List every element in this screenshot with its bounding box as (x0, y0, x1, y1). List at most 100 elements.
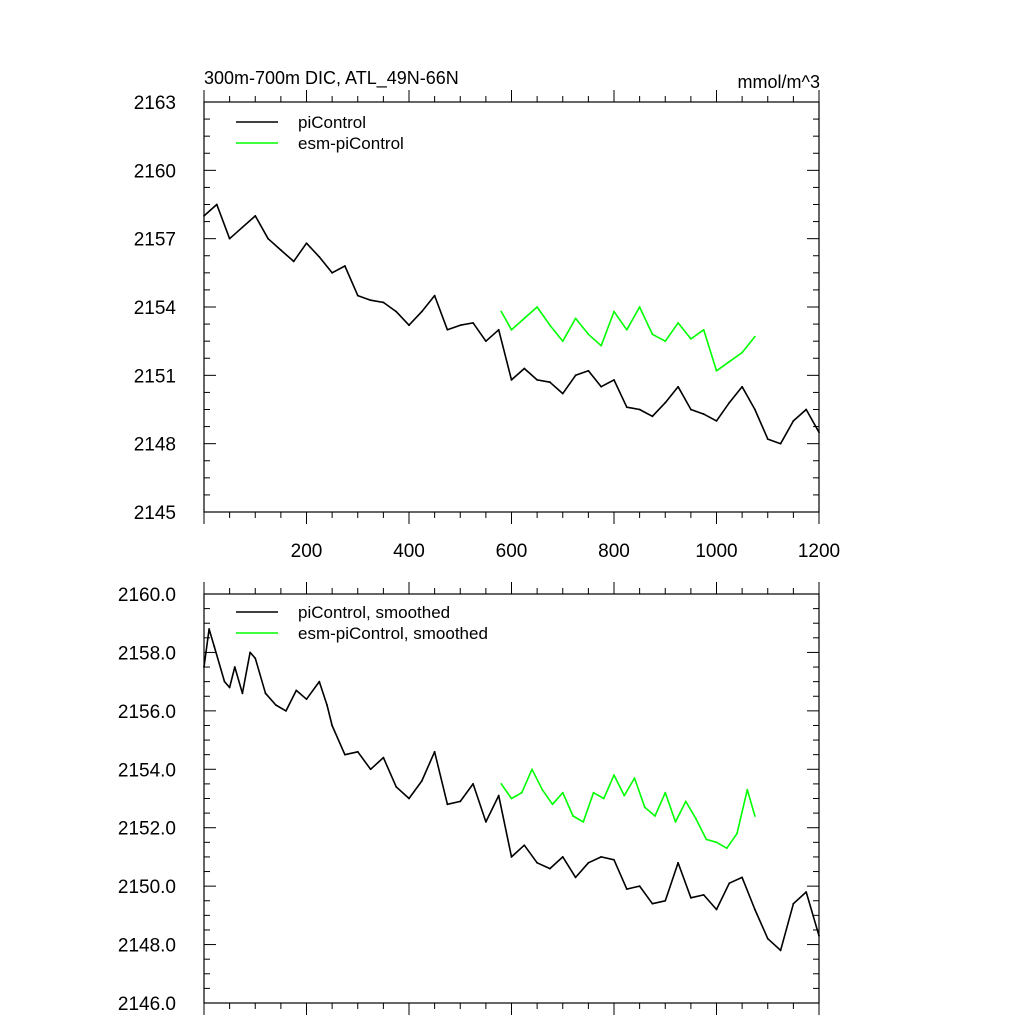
data-point (292, 260, 295, 263)
data-point (779, 949, 782, 952)
bottom-panel: 2146.0 2148.0 2150.0 2152.0 2154.0 2156.0 2158… (118, 582, 820, 1015)
data-point (754, 335, 756, 338)
data-point (582, 820, 585, 823)
data-point (754, 908, 756, 911)
data-point (318, 680, 321, 683)
data-point (625, 328, 628, 331)
y-tick-label: 2156.0 (118, 702, 176, 723)
y-tick-label: 2150.0 (118, 877, 176, 898)
y-tick-label: 2160 (134, 161, 176, 182)
data-point (382, 756, 385, 759)
data-point (600, 385, 603, 388)
data-point (536, 378, 539, 381)
series-line-esm-picontrol (500, 768, 756, 850)
data-point (728, 882, 731, 885)
data-point (369, 299, 372, 302)
x-tick-label: 400 (393, 541, 425, 562)
data-point (638, 306, 641, 308)
data-point (792, 902, 795, 905)
data-point (715, 369, 718, 372)
y-tick-label: 2154 (134, 298, 177, 319)
data-point (531, 768, 533, 771)
data-point (420, 780, 423, 782)
data-point (643, 806, 646, 809)
data-point (818, 431, 820, 434)
data-point (510, 797, 513, 800)
data-point (779, 442, 782, 445)
data-point (623, 794, 626, 797)
y-tick-label: 2151 (134, 366, 176, 387)
data-point (408, 797, 410, 800)
data-point (420, 310, 423, 313)
data-point (651, 902, 654, 905)
data-point (395, 310, 398, 313)
chart-title: 300m-700m DIC, ATL_49N-66N (204, 68, 459, 89)
data-point (497, 794, 500, 797)
data-point (715, 419, 718, 422)
plot-frame (203, 101, 820, 513)
data-point (746, 788, 749, 791)
y-tick-label: 2146.0 (118, 994, 176, 1015)
data-point (741, 351, 744, 354)
data-point (574, 317, 577, 320)
y-tick-label: 2163 (134, 93, 176, 114)
y-tick-label: 2148.0 (118, 936, 176, 957)
data-point (305, 242, 308, 245)
data-point (228, 237, 231, 240)
data-point (677, 861, 679, 864)
data-point (792, 419, 795, 422)
data-point (684, 800, 687, 803)
data-point (664, 340, 667, 343)
data-point (754, 408, 756, 411)
data-point (433, 294, 436, 297)
series-line-picontrol (203, 203, 820, 445)
data-point (736, 832, 738, 835)
x-tick-label: 1000 (695, 541, 737, 562)
data-point (549, 867, 551, 870)
y-tick-label: 2158.0 (118, 643, 176, 664)
data-point (523, 317, 526, 320)
units-label: mmol/m^3 (738, 72, 820, 92)
data-point (510, 328, 513, 331)
data-point (446, 328, 449, 331)
data-point (382, 301, 385, 304)
data-point (285, 709, 287, 712)
data-point (625, 406, 628, 409)
x-tick-label: 600 (496, 541, 528, 562)
data-point (689, 896, 692, 899)
data-point (233, 666, 236, 668)
data-point (249, 651, 252, 654)
data-point (587, 369, 590, 372)
data-point (625, 888, 628, 890)
data-point (500, 782, 503, 785)
data-point (561, 392, 564, 395)
data-point (677, 385, 679, 388)
data-point (633, 777, 636, 779)
y-tick-label: 2148 (134, 435, 176, 456)
data-point (695, 818, 697, 820)
data-point (497, 328, 500, 331)
data-point (395, 785, 398, 788)
data-point (651, 333, 654, 336)
data-point (213, 645, 216, 648)
data-point (677, 322, 679, 324)
data-point (267, 237, 269, 240)
legend-label: esm-piControl (298, 134, 404, 153)
data-point (638, 885, 641, 888)
data-point (805, 408, 808, 411)
data-point (702, 894, 705, 896)
data-point (356, 750, 359, 753)
data-point (766, 438, 769, 441)
legend-label: piControl (298, 113, 366, 132)
legend-label: esm-piControl, smoothed (298, 624, 488, 643)
data-point (613, 378, 615, 381)
data-point (651, 415, 654, 418)
data-point (254, 214, 257, 217)
data-point (274, 704, 277, 706)
data-point (754, 815, 756, 817)
data-point (264, 692, 267, 695)
data-point (654, 815, 656, 817)
data-point (689, 408, 692, 411)
data-point (523, 367, 526, 370)
data-point (664, 791, 667, 794)
